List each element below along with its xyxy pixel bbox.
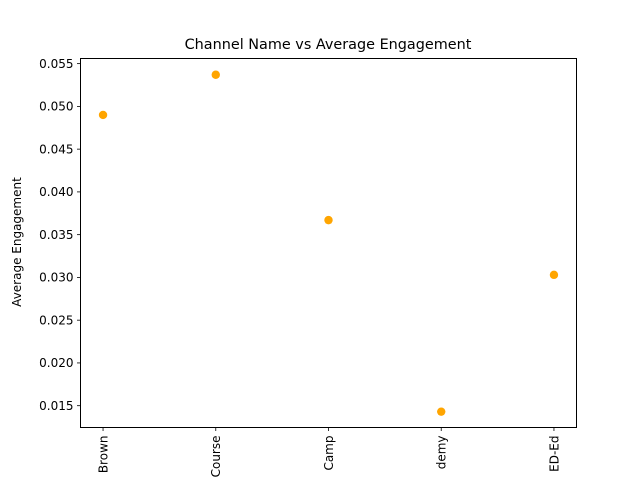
y-tick-label: 0.035 [39, 228, 73, 242]
data-point [437, 407, 446, 416]
axes-frame [80, 58, 577, 428]
y-tick-label: 0.040 [39, 185, 73, 199]
x-tick-label: ED-Ed [547, 436, 561, 472]
plot-area: 0.015 0.020 0.025 0.030 0.035 0.040 0.045 0.050… [39, 57, 561, 477]
y-axis-label: Average Engagement [10, 177, 24, 307]
data-point [549, 270, 559, 280]
x-tick-label: demy [435, 436, 449, 470]
data-point [98, 110, 108, 120]
y-tick-label: 0.050 [39, 100, 73, 114]
x-tick-label: Camp [322, 436, 336, 471]
y-tick-label: 0.045 [39, 142, 73, 156]
y-tick-label: 0.025 [39, 313, 73, 327]
y-tick-label: 0.015 [39, 399, 73, 413]
y-tick-label: 0.055 [39, 57, 73, 71]
y-tick-label: 0.030 [39, 271, 73, 285]
x-tick-label: Course [209, 436, 223, 478]
data-point [324, 215, 333, 225]
y-tick-label: 0.020 [39, 356, 73, 370]
data-point [211, 70, 220, 79]
x-tick-label: Brown [96, 436, 110, 474]
chart-title: Channel Name vs Average Engagement [185, 37, 472, 53]
